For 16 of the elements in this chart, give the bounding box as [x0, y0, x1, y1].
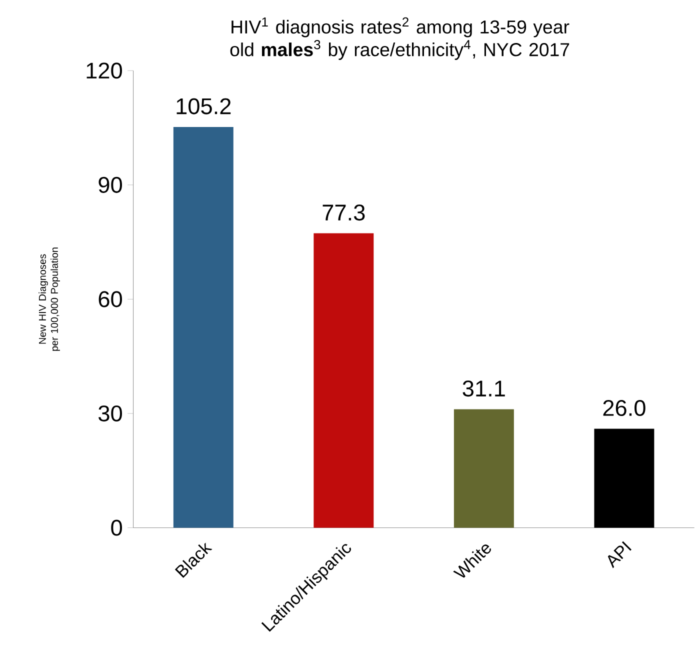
data-label: 31.1 [462, 380, 505, 397]
y-tick-label: 120 [86, 62, 122, 79]
bar [173, 127, 234, 528]
y-tick-label: 60 [98, 291, 122, 308]
chart-title: HIV$^{1}$ diagnosis rates$^{2}$ among 13-59 year old males$^{3}$ by race/ethnicity$^{4}$, NYC 2017 [230, 17, 570, 60]
data-label: 77.3 [322, 204, 365, 221]
data-label: 105.2 [176, 98, 231, 114]
bar [454, 409, 514, 528]
y-tick-label: 90 [98, 176, 122, 193]
data-label: 26.0 [603, 400, 646, 416]
y-axis-title: New HIV Diagnoses per 100,000 Population [38, 248, 60, 351]
y-tick-label: 0 [111, 520, 122, 536]
bar [594, 428, 654, 528]
bar [314, 233, 374, 528]
y-tick-label: 30 [98, 405, 122, 422]
x-tick-label: API [608, 541, 632, 568]
